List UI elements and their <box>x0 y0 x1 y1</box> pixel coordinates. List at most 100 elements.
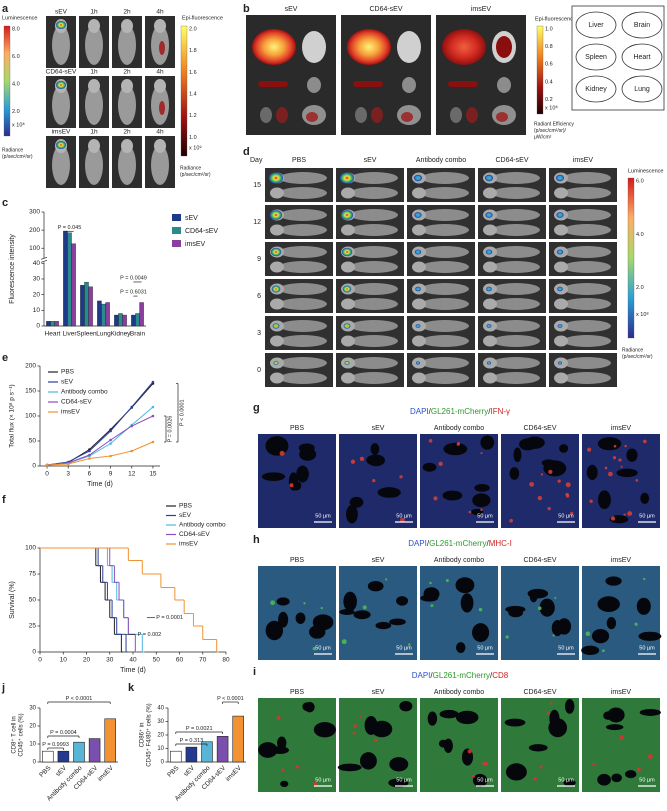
void <box>564 698 575 714</box>
x-tick-label: 60 <box>176 657 184 664</box>
kidney <box>450 107 462 123</box>
scale-bar-label: 50 µm <box>477 513 493 519</box>
x-tick-label: Heart <box>45 331 61 338</box>
legend-label: sEV <box>185 215 198 222</box>
x-tick-label: 9 <box>109 471 113 478</box>
stain-dot <box>557 479 561 483</box>
signal <box>415 324 421 328</box>
colorbar-title: Luminescence <box>2 15 37 21</box>
stain-dot <box>289 483 294 488</box>
heart <box>307 77 321 93</box>
column-label: imsEV <box>573 157 594 164</box>
mouse-head <box>270 298 284 310</box>
p-value: P = 0.6031 <box>120 290 147 296</box>
point <box>88 457 91 460</box>
void <box>343 591 357 612</box>
stain-dot <box>408 643 411 646</box>
mouse-body <box>118 25 136 65</box>
stain-name: IFN-γ <box>490 407 510 416</box>
mouse-body <box>350 372 398 384</box>
y-tick-label: 0 <box>161 760 165 766</box>
x-tick-label: 80 <box>222 657 230 664</box>
mouse-head <box>270 224 284 236</box>
stain-dot <box>550 701 553 705</box>
legend-swatch <box>172 240 181 247</box>
mouse-head <box>270 335 284 347</box>
mouse-body <box>421 187 469 199</box>
mouse-head <box>554 261 568 273</box>
stain-title: DAPI/GL261-mCherry/MHC-I <box>408 539 512 548</box>
void <box>370 443 380 455</box>
void <box>605 576 622 586</box>
y-axis-label: CD45⁺ cells (%) <box>18 713 25 756</box>
legend-label: CD64-sEV <box>185 228 218 235</box>
y-tick-label: 75 <box>29 571 37 578</box>
colorbar-tick: 1.6 <box>189 70 197 76</box>
colorbar-tick: 4.0 <box>12 81 20 87</box>
bar <box>88 738 101 763</box>
liver <box>347 29 391 65</box>
mouse-head <box>483 224 497 236</box>
mouse-head <box>341 372 355 384</box>
y-tick-label: 100 <box>29 245 40 252</box>
bar <box>97 300 102 327</box>
point <box>151 414 155 418</box>
bar <box>101 303 106 327</box>
mouse-head <box>412 224 426 236</box>
void <box>513 447 522 463</box>
scale-bar-label: 50 µm <box>396 645 412 651</box>
legend-label: Heart <box>633 54 650 61</box>
colorbar-scale: x 10⁸ <box>12 122 25 129</box>
stain-title: DAPI/GL261-mCherry/CD8 <box>412 671 509 680</box>
void <box>509 467 520 480</box>
point <box>66 462 70 466</box>
void <box>276 736 287 750</box>
stain-dot <box>509 518 513 523</box>
mouse-head <box>554 298 568 310</box>
colorbar-tick: 0.4 <box>545 79 553 85</box>
signal <box>414 174 422 182</box>
y-axis-label: CD45⁺ F4/80⁺ cells (%) <box>146 703 153 766</box>
signal <box>269 172 283 184</box>
mouse-body <box>118 145 136 185</box>
colorbar-tick: 4.0 <box>636 232 644 238</box>
colorbar-scale: x 10⁹ <box>189 145 202 152</box>
bar <box>104 718 116 763</box>
stain-dot <box>312 646 316 651</box>
mouse-head <box>121 139 133 153</box>
mouse-body <box>279 283 327 295</box>
brain <box>397 31 421 63</box>
mouse-body <box>350 187 398 199</box>
column-label: CD64-sEV <box>369 6 402 13</box>
panel-label: f <box>2 494 6 506</box>
mouse-body <box>350 298 398 310</box>
p-value: P = 0.9993 <box>42 742 69 748</box>
micrograph <box>258 566 336 660</box>
bar <box>135 313 140 327</box>
axis-break-mark <box>40 256 48 260</box>
mouse-body <box>279 372 327 384</box>
void <box>276 597 290 606</box>
legend-label: CD64-sEV <box>179 531 210 538</box>
stain-dot <box>438 461 443 467</box>
legend-label: PBS <box>179 503 193 510</box>
column-label: 2h <box>123 9 131 16</box>
stain-dot <box>505 635 509 639</box>
void <box>427 711 438 726</box>
column-label: sEV <box>285 6 298 13</box>
brain <box>302 31 326 63</box>
stain-dot <box>430 604 434 608</box>
stain-dot <box>620 465 623 468</box>
stain-dot <box>636 767 641 772</box>
bar <box>80 285 85 327</box>
legend-label: sEV <box>61 379 74 386</box>
signal <box>56 141 66 149</box>
legend-box <box>571 5 665 111</box>
mouse-body <box>492 187 540 199</box>
void <box>261 472 286 481</box>
signal <box>557 286 563 292</box>
stain-dot <box>618 458 622 462</box>
stain-dot <box>624 444 627 448</box>
bar <box>201 741 213 763</box>
void <box>265 620 284 641</box>
